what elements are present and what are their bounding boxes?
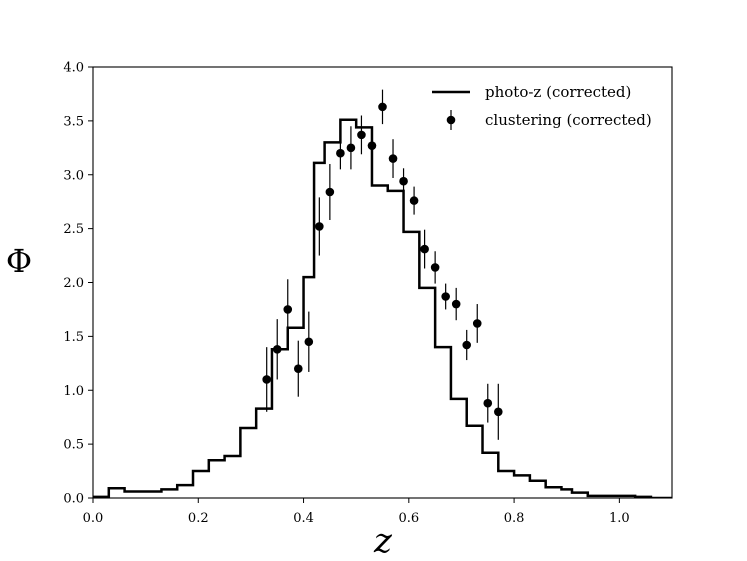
clustering-marker — [378, 102, 387, 112]
clustering-marker — [420, 244, 429, 254]
clustering-marker — [262, 375, 272, 384]
clustering-point — [304, 311, 314, 372]
clustering-point — [388, 139, 398, 178]
clustering-marker — [272, 345, 282, 354]
legend-label-clustering: clustering (corrected) — [485, 111, 652, 129]
clustering-marker — [325, 187, 335, 197]
legend: photo-z (corrected) clustering (corrected… — [432, 83, 652, 130]
clustering-marker — [462, 340, 472, 350]
clustering-point — [336, 137, 345, 170]
clustering-point — [346, 126, 356, 170]
clustering-point — [462, 329, 472, 361]
clustering-marker — [346, 143, 356, 153]
x-axis-label: z — [373, 521, 393, 561]
legend-marker-swatch — [446, 115, 456, 125]
x-tick-label: 0.4 — [293, 511, 314, 526]
x-tick-label: 0.2 — [188, 511, 209, 526]
clustering-marker — [451, 299, 461, 309]
clustering-point — [441, 283, 450, 310]
clustering-point — [451, 287, 461, 321]
clustering-point — [378, 89, 387, 125]
clustering-marker — [357, 130, 366, 140]
clustering-point — [483, 383, 493, 423]
clustering-point — [472, 304, 482, 343]
clustering-marker — [283, 305, 293, 314]
clustering-point — [325, 163, 335, 221]
clustering-marker — [367, 141, 377, 150]
clustering-marker — [430, 263, 440, 272]
clustering-point — [409, 186, 419, 215]
y-tick-label: 3.5 — [63, 114, 84, 129]
y-tick-label: 3.0 — [63, 168, 84, 183]
x-tick-label: 1.0 — [609, 511, 630, 526]
y-tick-label: 0.0 — [63, 492, 84, 507]
y-axis-label: Φ — [6, 242, 32, 280]
clustering-point — [283, 279, 293, 340]
clustering-marker — [472, 319, 482, 328]
clustering-point — [272, 319, 282, 380]
axes-box — [92, 66, 673, 499]
plot-area — [93, 89, 672, 498]
clustering-marker — [409, 196, 419, 205]
clustering-point — [399, 168, 408, 195]
axes-frame — [92, 66, 673, 499]
clustering-marker — [494, 407, 503, 417]
clustering-marker — [483, 398, 493, 408]
clustering-marker — [336, 148, 345, 158]
y-tick-label: 4.0 — [63, 61, 84, 76]
clustering-point — [293, 340, 303, 397]
y-tick-label: 2.0 — [63, 276, 84, 291]
photo-z-step-line — [93, 118, 672, 498]
y-tick-label: 1.0 — [63, 384, 84, 399]
clustering-point — [420, 229, 429, 269]
clustering-point — [315, 197, 324, 256]
y-tick-label: 1.5 — [63, 330, 84, 345]
clustering-marker — [388, 154, 398, 163]
clustering-point — [367, 128, 377, 163]
clustering-point — [357, 115, 366, 155]
clustering-point — [262, 347, 272, 412]
clustering-marker — [315, 222, 324, 231]
y-tick-label: 2.5 — [63, 222, 84, 237]
y-tick-label: 0.5 — [63, 438, 84, 453]
clustering-marker — [293, 364, 303, 374]
clustering-marker — [304, 337, 314, 347]
clustering-point — [494, 383, 503, 440]
clustering-marker — [441, 292, 450, 301]
legend-label-photo-z: photo-z (corrected) — [485, 83, 631, 101]
x-tick-label: 0.0 — [83, 511, 104, 526]
x-tick-label: 0.8 — [504, 511, 525, 526]
clustering-point — [430, 251, 440, 284]
ticks: 0.0 0.2 0.4 0.6 0.8 1.0 0.0 0.5 1.0 1.5 2.0 2.5 3.0 3… — [63, 61, 629, 527]
clustering-marker — [399, 176, 408, 186]
x-tick-label: 0.6 — [398, 511, 419, 526]
